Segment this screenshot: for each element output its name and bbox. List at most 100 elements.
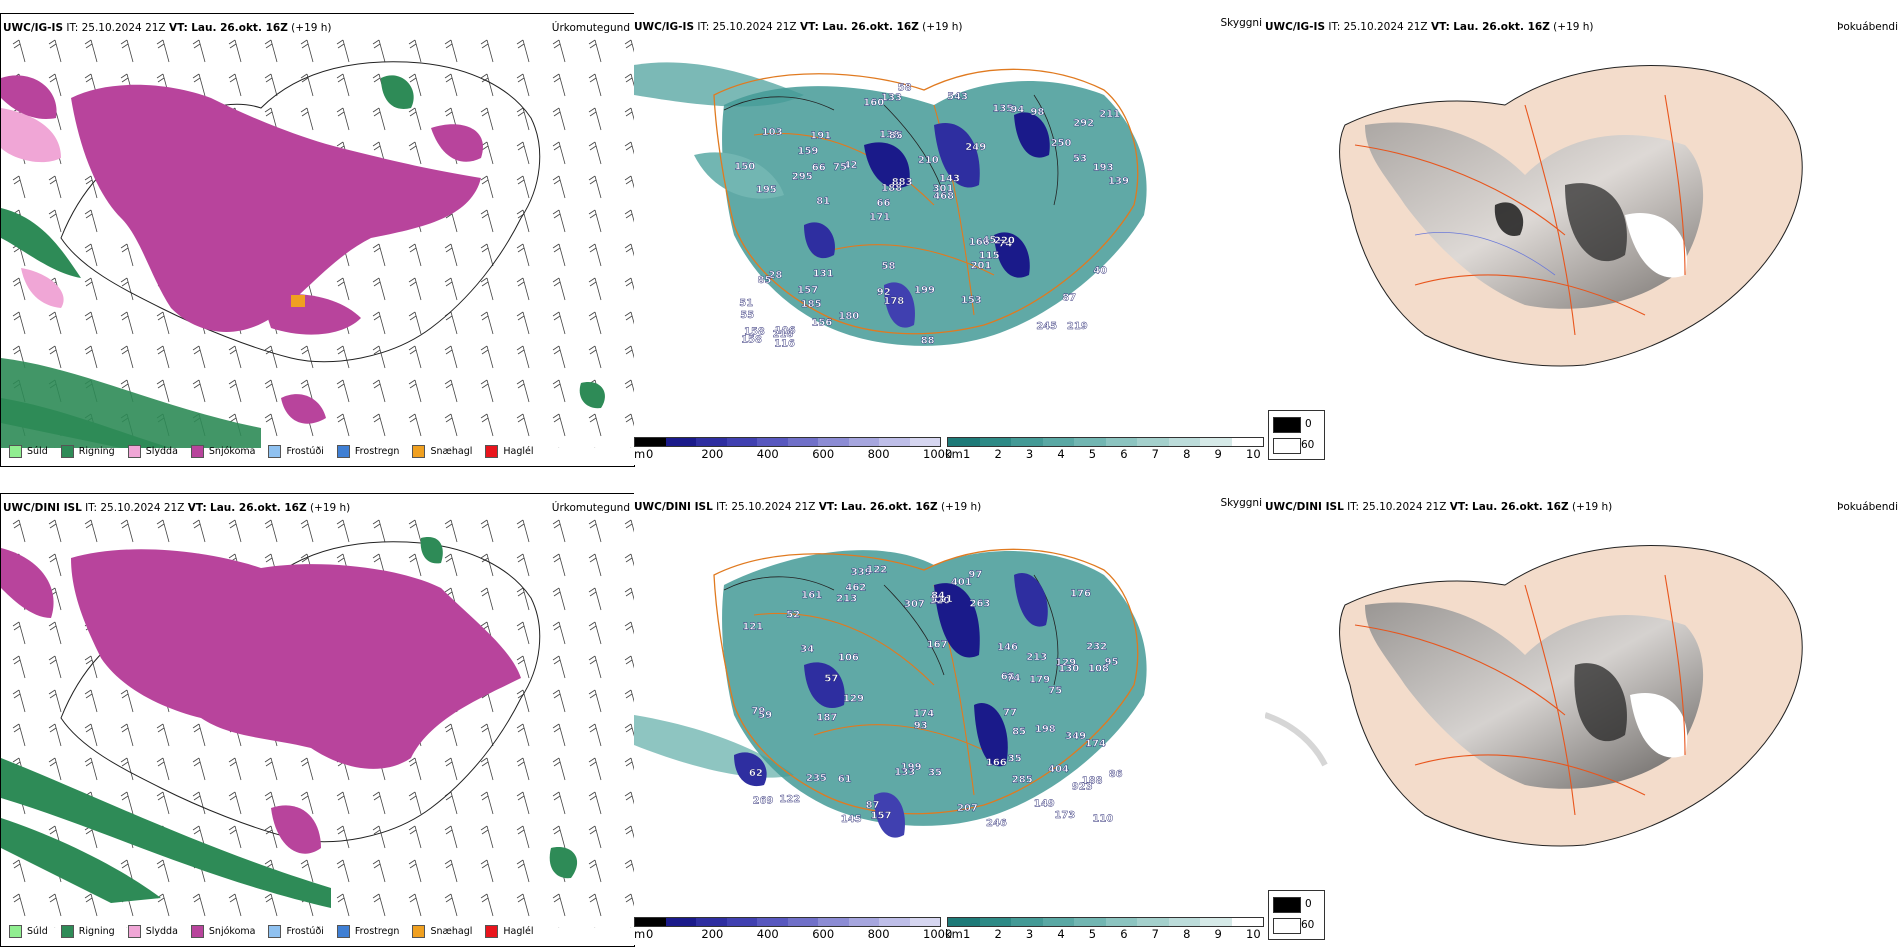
snow-depth-label: 188 [1082,776,1103,787]
legend-item: Frostúði [268,925,324,938]
colorbar-tick: 200 [701,447,724,461]
snow-depth-label: 211 [1099,109,1120,120]
snow-depth-label: 195 [756,185,777,196]
snow-depth-label: 138 [879,130,900,141]
snow-depth-label: 74 [998,239,1012,250]
snow-depth-label: 213 [836,594,857,605]
fog-legend-swatch-white [1273,918,1301,934]
fog-legend-swatch-white [1273,438,1301,454]
snow-depth-label: 166 [986,758,1007,769]
snow-depth-label: 543 [947,92,968,103]
snow-depth-label: 79 [751,706,765,717]
colorbar-tick: 3 [1025,927,1034,941]
legend-label: Haglél [503,926,534,937]
fog-legend-bottom: 0 60 [1268,890,1325,940]
colorbar-tick: 5 [1088,927,1097,941]
colorbar-segment [726,918,757,926]
colorbar-segment [757,918,788,926]
legend-item: Snjókoma [190,445,256,458]
legend-item: Snæhagl [412,445,472,458]
visibility-panel-bottom: UWC/DINI ISL IT: 25.10.2024 21Z VT: Lau.… [634,493,1264,945]
snow-depth-label: 42 [844,160,858,171]
precip-type-panel-bottom: UWC/DINI ISL IT: 25.10.2024 21Z VT: Lau.… [0,493,635,947]
visibility-km-colorbar-bottom: km 1 2 3 4 5 6 7 8 9 10 [945,917,1265,943]
colorbar-tick: 8 [1183,927,1191,941]
legend-label: Snæhagl [430,446,473,457]
snow-depth-label: 158 [741,335,762,346]
snow-depth-label: 88 [921,335,935,346]
legend-label: Snjókoma [208,446,256,457]
legend-label: Snjókoma [208,926,256,937]
snow-depth-label: 84 [931,590,945,601]
snow-depth-label: 249 [965,142,986,153]
colorbar-segment [696,918,727,926]
colorbar-segment [1074,918,1106,926]
colorbar-tick: 200 [701,927,724,941]
visibility-map-top: 219 195 292 171 249 106 138 210 28 42 55 185 85 143 74… [634,62,1147,350]
snow-depth-label: 174 [1085,739,1106,750]
snow-depth-label: 115 [979,250,1000,261]
precip-type-legend: Súld Rigning Slydda Snjókoma Frostúði Fr… [9,925,534,938]
snow-depth-label: 156 [811,318,832,329]
snow-depth-label: 462 [845,582,866,593]
colorbar [634,917,941,927]
snow-depth-label: 34 [800,644,814,655]
snow-depth-label: 85 [889,130,903,141]
fog-legend-label: 60 [1301,439,1315,451]
snow-depth-label: 62 [749,768,763,779]
visibility-map-bottom: 404 232 188 167 269 462 129 61 176 34 108 121 75 157 6… [634,548,1147,838]
snow-depth-label: 130 [1058,664,1079,675]
snow-depth-label: 176 [1070,589,1091,600]
snow-depth-label: 160 [969,237,990,248]
fog-map-bottom [1265,545,1803,847]
snow-depth-label: 35 [928,768,942,779]
colorbar-unit: km [945,927,963,941]
colorbar-tick: 400 [756,927,779,941]
snow-depth-label: 87 [1062,293,1076,304]
legend-swatch [268,445,282,458]
snow-depth-label: 157 [797,285,818,296]
snow-depth-label: 232 [1086,642,1107,653]
snow-depth-label: 74 [1007,673,1021,684]
colorbar-segment [1168,438,1200,446]
snow-depth-label: 250 [1051,138,1072,149]
snow-depth-label: 85 [1012,726,1026,737]
colorbar-unit: km [945,447,963,461]
colorbar-tick: 9 [1214,927,1222,941]
snow-depth-label: 161 [801,590,822,601]
snow-depth-label: 133 [894,767,915,778]
legend-item: Frostregn [336,925,399,938]
colorbar-segment [948,918,980,926]
panel-header: UWC/IG-IS IT: 25.10.2024 21Z VT: Lau. 26… [634,21,963,33]
snow-depth-label: 120 [929,595,950,606]
snow-depth-label: 81 [816,196,830,207]
legend-label: Slydda [145,926,178,937]
colorbar-segment [665,918,696,926]
colorbar-tick: 5 [1088,447,1097,461]
colorbar-segment [787,918,818,926]
snow-depth-label: 77 [1003,707,1017,718]
snow-depth-label: 52 [786,609,800,620]
snow-depth-label: 87 [866,800,880,811]
snow-depth-label: 68 [1001,672,1015,683]
snow-depth-label: 246 [986,818,1007,829]
snow-depth-label: 143 [939,174,960,185]
legend-item: Snæhagl [412,925,472,938]
panel-title: Úrkomutegund [551,22,630,34]
snow-depth-label: 58 [898,83,912,94]
colorbar-tick: 2 [994,447,1002,461]
legend-swatch [60,445,74,458]
colorbar-segment [1137,918,1169,926]
snow-depth-label: 133 [881,92,902,103]
fog-legend-label: 60 [1301,919,1315,931]
snow-depth-label: 122 [779,794,800,805]
snow-depth-label: 106 [775,325,796,336]
snow-depth-label: 404 [1048,764,1069,775]
colorbar-tick: 800 [867,927,890,941]
snow-depth-label: 139 [1108,176,1129,187]
snow-depth-label: 28 [768,270,782,281]
fog-legend-swatch-black [1273,897,1301,913]
colorbar-tick: 800 [867,447,890,461]
legend-swatch [412,445,426,458]
snow-depth-label: 111 [932,594,953,605]
